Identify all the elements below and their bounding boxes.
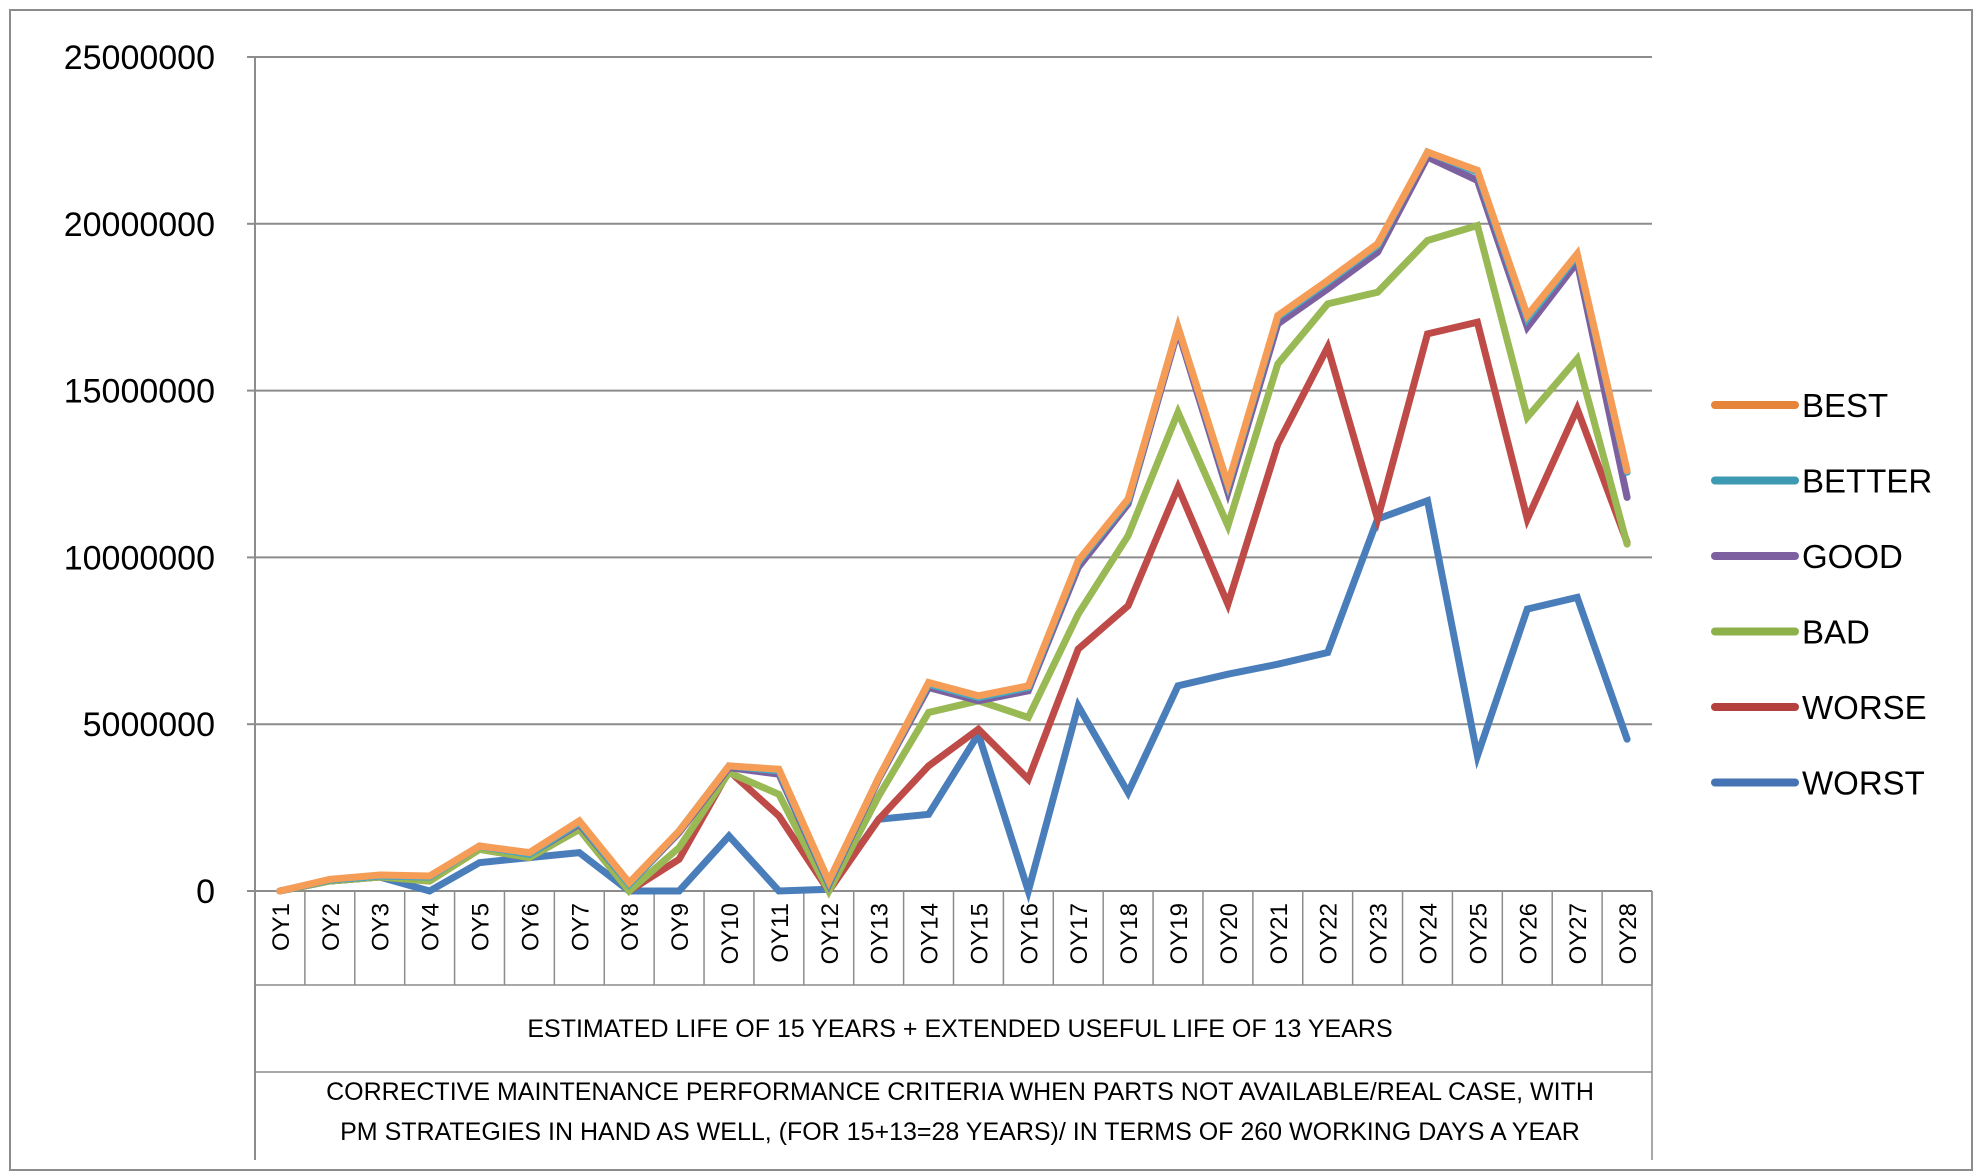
legend-label-best: BEST — [1802, 387, 1888, 424]
caption-line-1: CORRECTIVE MAINTENANCE PERFORMANCE CRITE… — [326, 1078, 1594, 1106]
x-tick-label: OY3 — [368, 903, 395, 951]
x-tick-label: OY4 — [418, 903, 445, 951]
x-tick-label: OY15 — [966, 903, 993, 964]
x-tick-label: OY1 — [268, 903, 295, 951]
x-tick-label: OY7 — [567, 903, 594, 951]
y-tick-label: 5000000 — [83, 706, 215, 744]
x-tick-label: OY5 — [468, 903, 495, 951]
chart-border — [9, 9, 1973, 1171]
series-line-worst — [276, 496, 1631, 904]
y-tick-label: 20000000 — [64, 206, 215, 244]
x-tick-label: OY9 — [667, 903, 694, 951]
y-tick-label: 10000000 — [64, 539, 215, 577]
x-tick-label: OY12 — [817, 903, 844, 964]
x-tick-label: OY23 — [1366, 903, 1393, 964]
y-tick-label: 25000000 — [64, 39, 215, 77]
legend-label-worse: WORSE — [1802, 689, 1927, 726]
y-tick-label: 0 — [196, 873, 215, 911]
x-tick-label: OY16 — [1016, 903, 1043, 964]
x-tick-label: OY10 — [717, 903, 744, 964]
x-tick-label: OY18 — [1116, 903, 1143, 964]
x-tick-label: OY22 — [1316, 903, 1343, 964]
x-tick-label: OY8 — [617, 903, 644, 951]
series-line-worse — [276, 318, 1631, 898]
x-tick-label: OY2 — [318, 903, 345, 951]
legend-label-better: BETTER — [1802, 463, 1932, 500]
x-tick-label: OY14 — [917, 903, 944, 964]
caption-line-2: PM STRATEGIES IN HAND AS WELL, (FOR 15+1… — [340, 1118, 1580, 1146]
x-tick-label: OY6 — [517, 903, 544, 951]
x-tick-label: OY24 — [1415, 903, 1442, 964]
x-tick-label: OY25 — [1465, 903, 1492, 964]
series-line-best — [276, 147, 1631, 895]
x-tick-label: OY21 — [1266, 903, 1293, 964]
legend-label-bad: BAD — [1802, 614, 1870, 651]
x-tick-label: OY28 — [1615, 903, 1642, 964]
x-axis-label: ESTIMATED LIFE OF 15 YEARS + EXTENDED US… — [527, 1015, 1392, 1043]
x-tick-label: OY13 — [867, 903, 894, 964]
x-tick-label: OY17 — [1066, 903, 1093, 964]
x-tick-label: OY19 — [1166, 903, 1193, 964]
x-tick-label: OY11 — [767, 903, 794, 963]
legend-label-worst: WORST — [1802, 765, 1925, 802]
series-line-good — [276, 152, 1631, 895]
y-tick-label: 15000000 — [64, 373, 215, 411]
x-tick-label: OY20 — [1216, 903, 1243, 964]
x-tick-label: OY26 — [1515, 903, 1542, 964]
legend-label-good: GOOD — [1802, 538, 1903, 575]
x-tick-label: OY27 — [1565, 903, 1592, 964]
